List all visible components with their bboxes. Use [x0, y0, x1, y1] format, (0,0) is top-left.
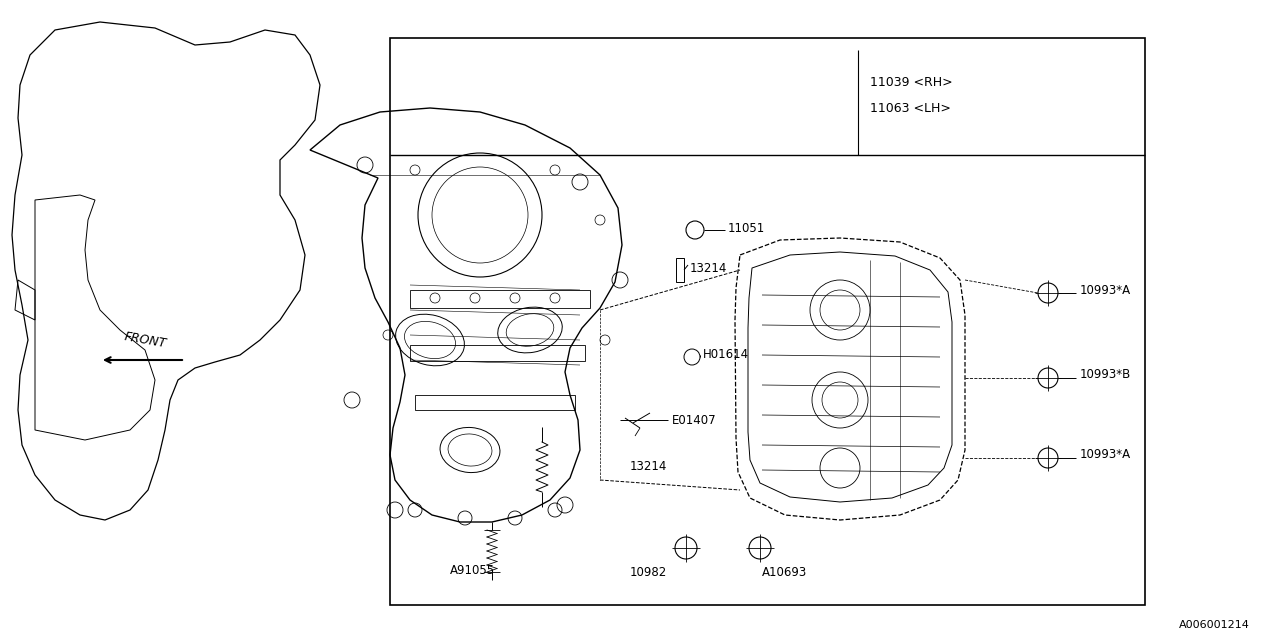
Text: A10693: A10693	[762, 566, 808, 579]
Text: 11063 <LH>: 11063 <LH>	[870, 102, 951, 115]
Text: 11039 <RH>: 11039 <RH>	[870, 76, 952, 88]
Text: A006001214: A006001214	[1179, 620, 1251, 630]
Text: FRONT: FRONT	[123, 330, 168, 350]
Text: 13214: 13214	[630, 461, 667, 474]
Bar	[410, 290, 590, 308]
Bar	[676, 258, 684, 282]
Text: H01614: H01614	[703, 349, 749, 362]
Bar	[390, 38, 1146, 605]
Text: 13214: 13214	[690, 262, 727, 275]
Bar	[415, 395, 575, 410]
Text: 11051: 11051	[728, 221, 765, 234]
Text: 10993*A: 10993*A	[1080, 284, 1132, 296]
Text: E01407: E01407	[672, 413, 717, 426]
Text: 10982: 10982	[630, 566, 667, 579]
Text: 10993*B: 10993*B	[1080, 369, 1132, 381]
Text: A91055: A91055	[451, 563, 495, 577]
Text: 10993*A: 10993*A	[1080, 449, 1132, 461]
Bar	[410, 345, 585, 361]
